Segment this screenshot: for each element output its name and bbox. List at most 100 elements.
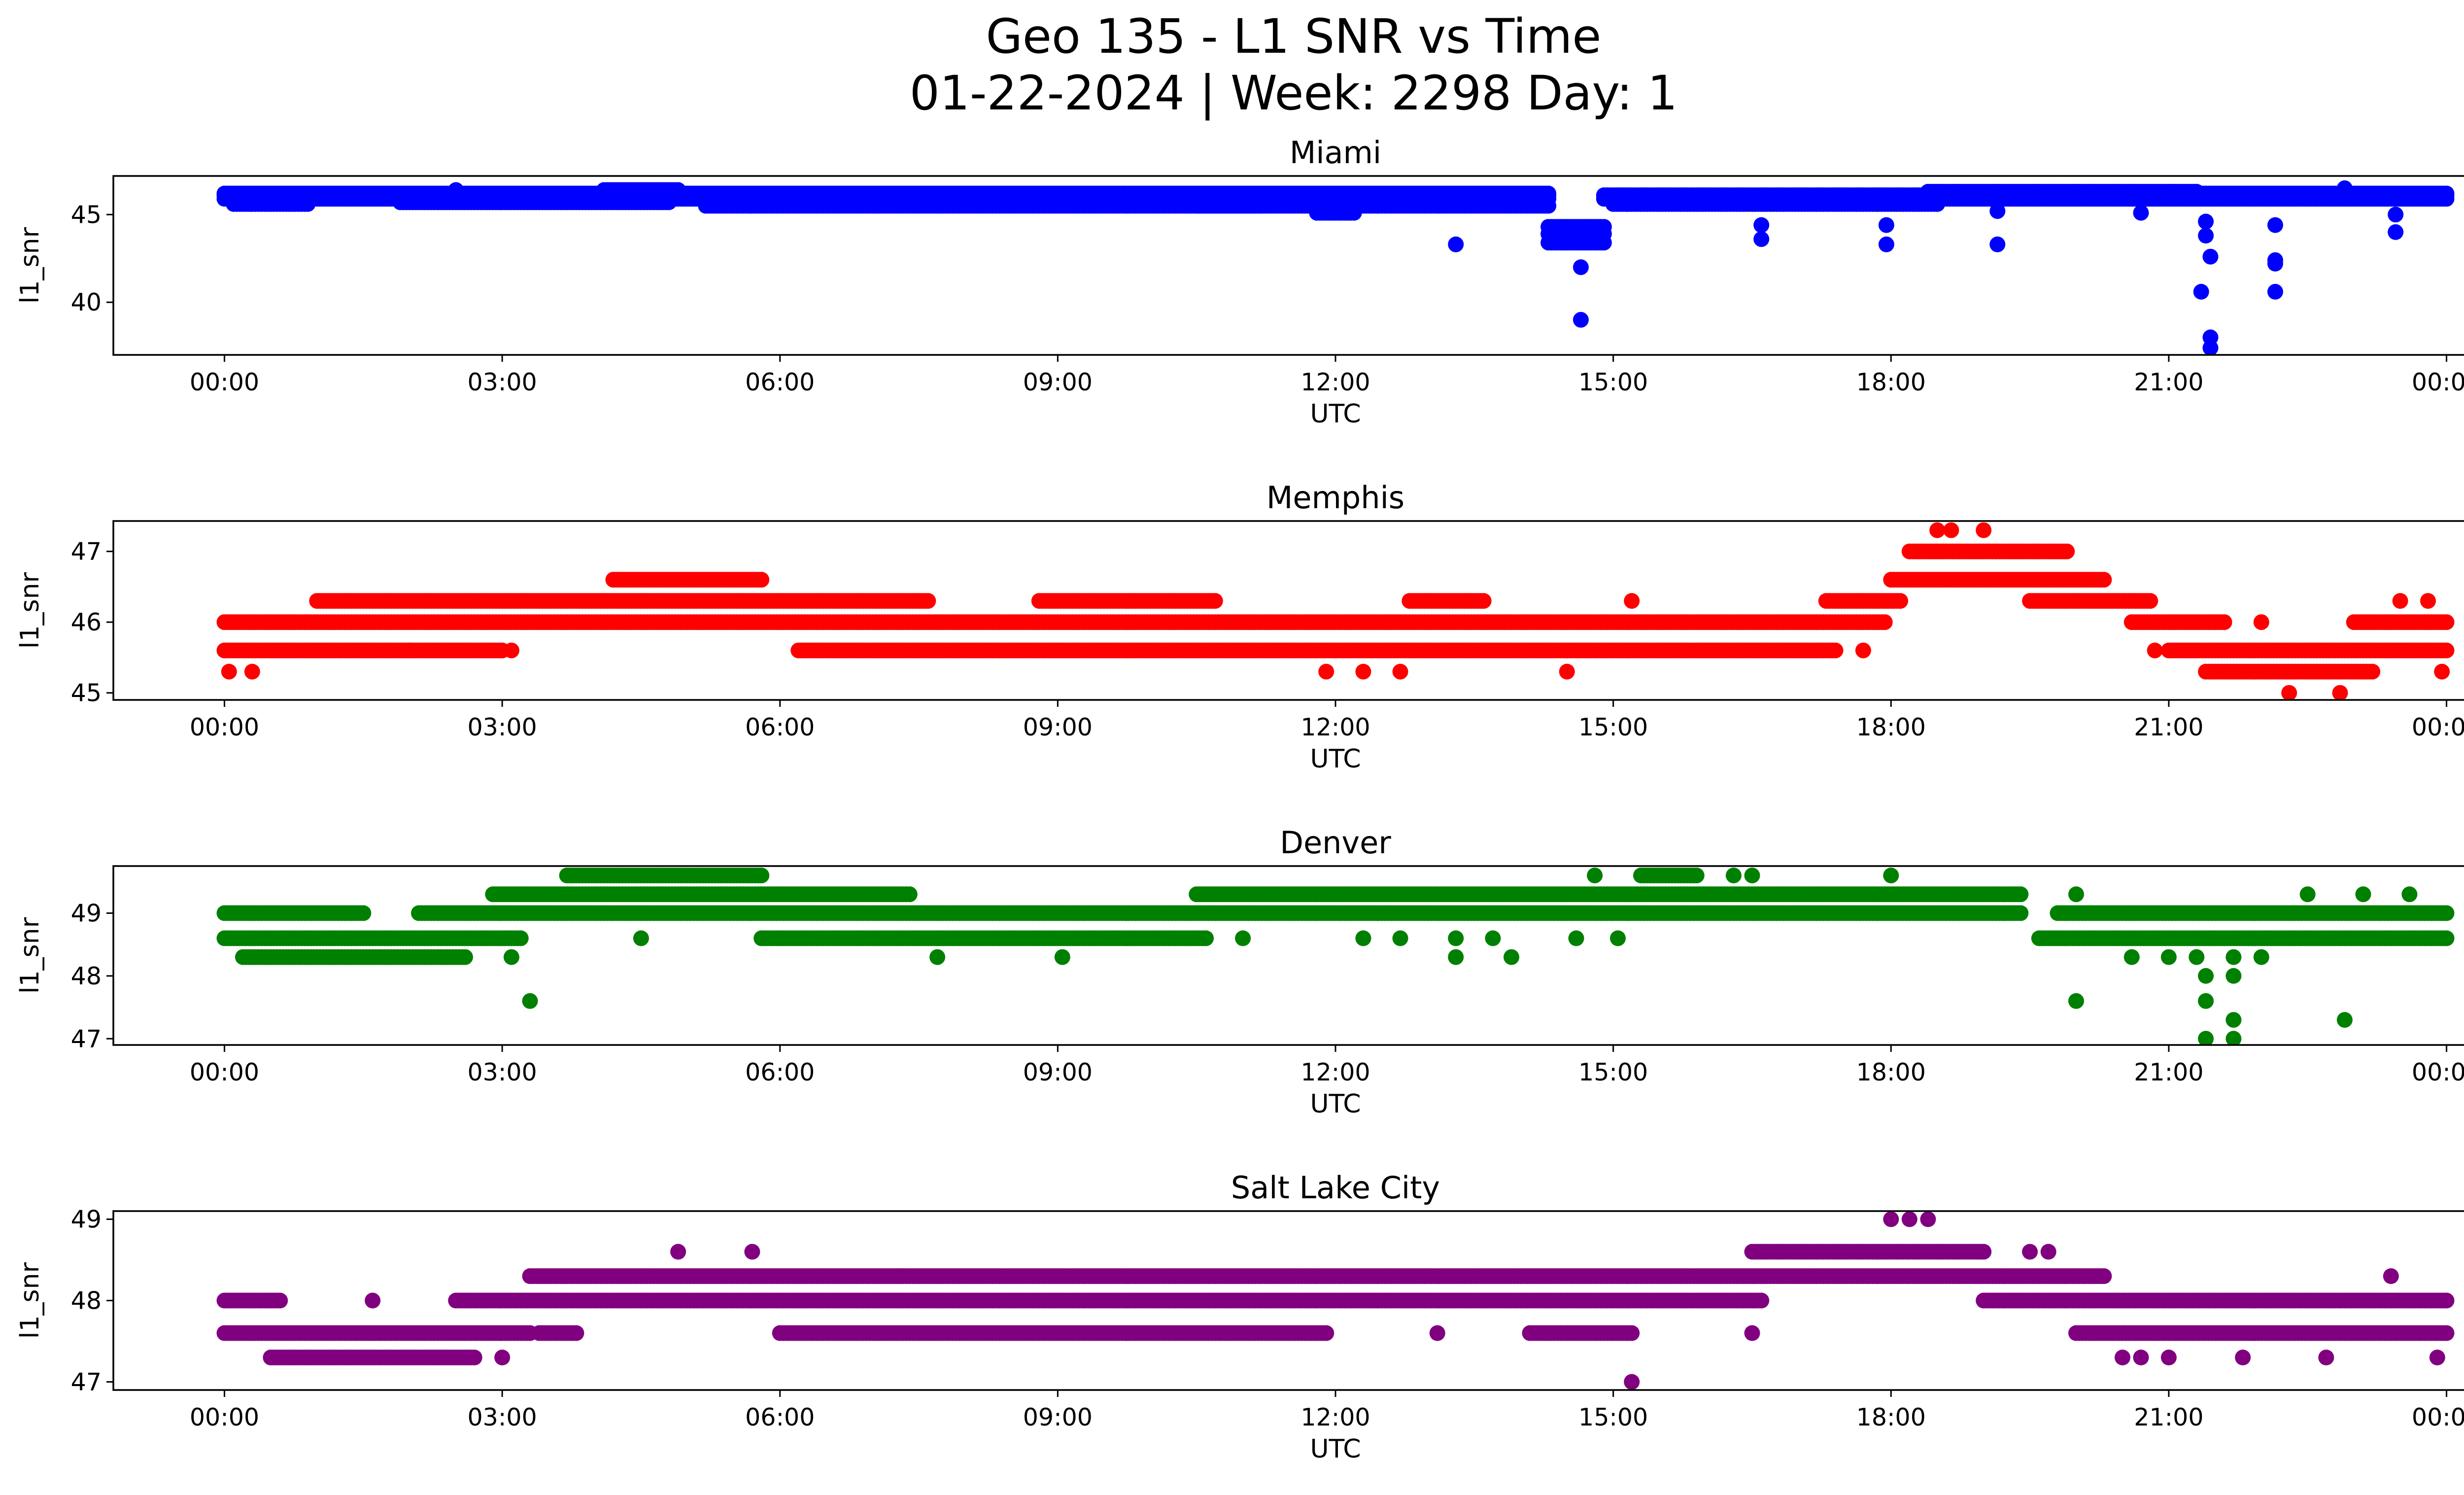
scatter-points	[216, 180, 2455, 355]
data-point	[1892, 593, 1909, 609]
data-point	[2392, 593, 2408, 609]
x-tick-label: 12:00	[1300, 368, 1370, 396]
y-axis-label: l1_snr	[15, 572, 45, 649]
x-tick-label: 18:00	[1856, 368, 1926, 396]
data-point	[503, 642, 519, 659]
data-point	[300, 196, 316, 212]
data-point	[1929, 196, 1946, 212]
data-point	[1573, 312, 1589, 328]
data-point	[355, 905, 372, 921]
data-point	[1207, 593, 1223, 609]
x-tick-label: 18:00	[1856, 713, 1926, 741]
data-point	[753, 572, 770, 588]
data-point	[2142, 593, 2158, 609]
y-tick-label: 45	[71, 201, 102, 229]
data-point	[1929, 522, 1946, 538]
data-point	[1596, 235, 1612, 251]
data-point	[1878, 236, 1894, 252]
figure-title-line1: Geo 135 - L1 SNR vs Time	[986, 9, 1602, 64]
subplot-title: Miami	[1290, 135, 1381, 171]
data-point	[2202, 248, 2219, 265]
subplot-2: Memphis 00:00 03:00 06:00 09:00 12:00 15:00 18:…	[15, 480, 2464, 774]
x-tick-label: 09:00	[1023, 713, 1093, 741]
data-point	[244, 663, 260, 680]
y-tick-label: 40	[71, 288, 102, 316]
data-point	[2364, 663, 2381, 680]
data-point	[2267, 255, 2283, 272]
data-point	[2388, 224, 2404, 240]
data-point	[2438, 614, 2455, 630]
x-tick-label: 00:00	[2412, 368, 2464, 396]
data-point	[2267, 283, 2283, 300]
data-point	[2420, 593, 2436, 609]
data-point	[1989, 236, 2006, 252]
x-tick-label: 09:00	[1023, 368, 1093, 396]
data-point	[513, 930, 529, 946]
data-point	[1318, 663, 1335, 680]
x-tick-label: 00:00	[190, 713, 259, 741]
y-tick-label: 47	[71, 538, 102, 566]
subplot-title: Memphis	[1266, 480, 1404, 516]
data-point	[1753, 231, 1770, 247]
data-point	[1573, 259, 1589, 276]
x-tick-label: 21:00	[2134, 368, 2203, 396]
data-point	[2336, 180, 2353, 196]
data-point	[2438, 185, 2455, 202]
data-point	[2133, 205, 2149, 221]
data-point	[2388, 207, 2404, 223]
x-axis-label: UTC	[1310, 744, 1361, 774]
x-tick-label: 06:00	[745, 368, 815, 396]
data-point	[2202, 340, 2219, 355]
data-point	[1976, 522, 1992, 538]
data-point	[2059, 543, 2075, 559]
data-point	[1559, 663, 1575, 680]
data-point	[1943, 522, 1959, 538]
data-point	[1624, 593, 1640, 609]
data-point	[2147, 642, 2163, 659]
data-point	[1989, 203, 2006, 219]
x-tick-label: 00:00	[2412, 713, 2464, 741]
data-point	[2332, 685, 2348, 700]
data-point	[1475, 593, 1492, 609]
x-tick-label: 12:00	[1300, 713, 1370, 741]
data-point	[1877, 614, 1893, 630]
data-point	[2216, 614, 2232, 630]
x-tick-label: 21:00	[2134, 713, 2203, 741]
data-point	[1827, 642, 1844, 659]
data-point	[2434, 663, 2450, 680]
data-point	[2253, 614, 2269, 630]
data-point	[457, 949, 473, 965]
data-point	[2193, 283, 2209, 300]
data-point	[448, 182, 464, 198]
data-point	[2438, 642, 2455, 659]
data-point	[2267, 217, 2283, 233]
x-tick-label: 15:00	[1578, 368, 1648, 396]
x-axis-label: UTC	[1310, 399, 1361, 429]
data-point	[661, 194, 677, 210]
data-point	[1753, 217, 1770, 233]
data-point	[1346, 205, 1362, 221]
x-tick-label: 15:00	[1578, 713, 1648, 741]
data-point	[1355, 663, 1371, 680]
y-tick-label: 45	[71, 679, 102, 707]
scatter-points	[216, 522, 2455, 700]
x-tick-label: 03:00	[467, 713, 537, 741]
x-tick-label: 06:00	[745, 713, 815, 741]
y-tick-label: 46	[71, 608, 102, 636]
data-point	[1855, 642, 1871, 659]
data-point	[1448, 236, 1464, 252]
data-point	[2281, 685, 2297, 700]
data-point	[2198, 228, 2214, 243]
data-point	[2096, 572, 2112, 588]
subplot-panels: Miami 00:00 03:00 06:00 09:00 12:00 15:00 18:00…	[15, 135, 2464, 1464]
data-point	[1392, 663, 1408, 680]
figure-title-line2: 01-22-2024 | Week: 2298 Day: 1	[910, 66, 1678, 121]
y-axis-label: l1_snr	[15, 227, 45, 304]
data-point	[920, 593, 936, 609]
x-tick-label: 00:00	[190, 368, 259, 396]
data-point	[1878, 217, 1894, 233]
data-point	[221, 663, 237, 680]
